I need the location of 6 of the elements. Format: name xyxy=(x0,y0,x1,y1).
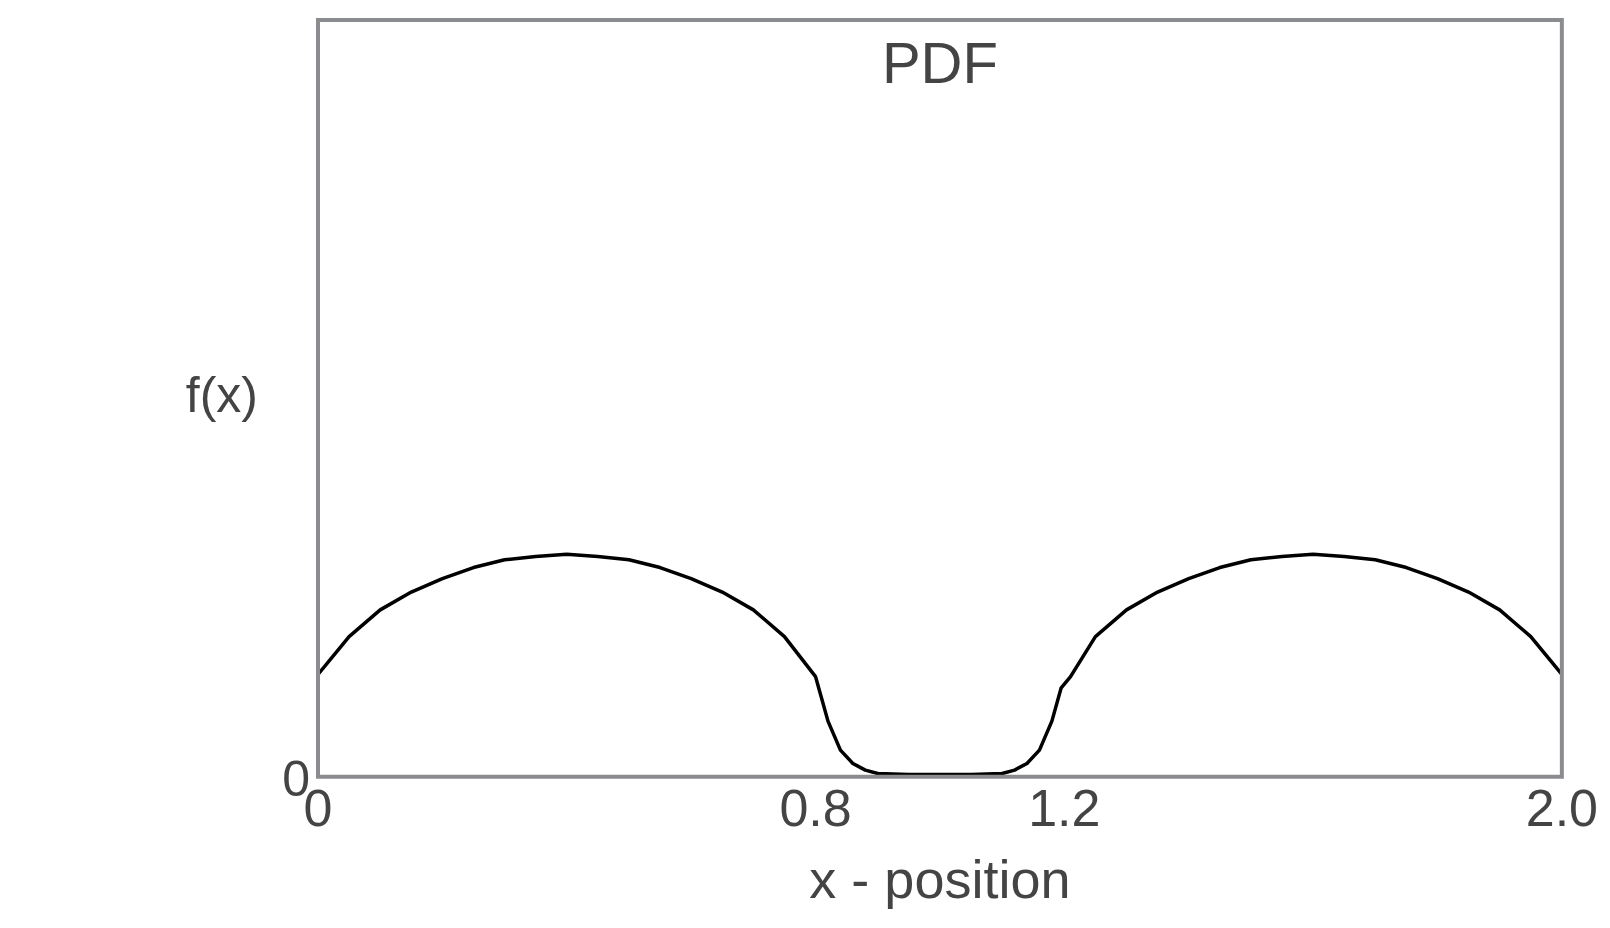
x-axis-title: x - position xyxy=(809,849,1071,910)
x-tick-label: 0.8 xyxy=(779,779,852,838)
chart-title: PDF xyxy=(881,30,998,95)
x-tick-label: 1.2 xyxy=(1028,779,1101,838)
y-axis-title: f(x) xyxy=(185,367,258,424)
x-tick-label: 2.0 xyxy=(1525,779,1598,838)
